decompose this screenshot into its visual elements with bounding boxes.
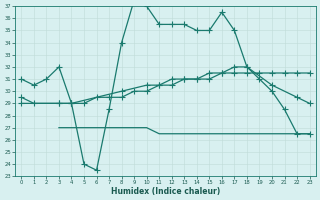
X-axis label: Humidex (Indice chaleur): Humidex (Indice chaleur) [111, 187, 220, 196]
